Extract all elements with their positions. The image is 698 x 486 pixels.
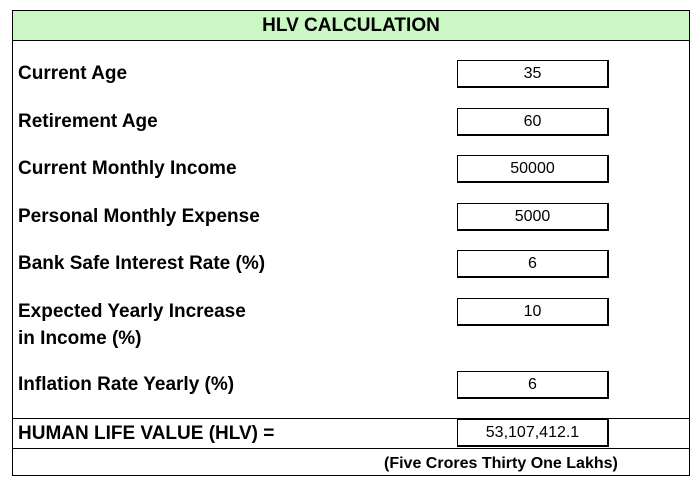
result-top-divider <box>13 418 689 419</box>
bank-interest-rate-field[interactable]: 6 <box>457 250 609 278</box>
retirement-age-field[interactable]: 60 <box>457 108 609 136</box>
retirement-age-label: Retirement Age <box>18 111 158 132</box>
personal-monthly-expense-label: Personal Monthly Expense <box>18 206 260 227</box>
yearly-income-increase-field[interactable]: 10 <box>457 298 609 326</box>
yearly-income-increase-label-line1: Expected Yearly Increase <box>18 301 246 322</box>
hlv-in-words: (Five Crores Thirty One Lakhs) <box>384 455 618 472</box>
result-bottom-divider <box>13 448 689 449</box>
personal-monthly-expense-field[interactable]: 5000 <box>457 203 609 231</box>
panel-title: HLV CALCULATION <box>13 11 689 41</box>
hlv-calculator-panel: HLV CALCULATION Current Age 35 Retiremen… <box>12 10 690 476</box>
current-age-label: Current Age <box>18 63 128 84</box>
yearly-income-increase-label-line2: in Income (%) <box>18 328 142 349</box>
hlv-result-value: 53,107,412.1 <box>457 419 609 447</box>
current-age-field[interactable]: 35 <box>457 60 609 88</box>
inflation-rate-field[interactable]: 6 <box>457 371 609 399</box>
current-monthly-income-label: Current Monthly Income <box>18 158 237 179</box>
current-monthly-income-field[interactable]: 50000 <box>457 155 609 183</box>
hlv-result-label: HUMAN LIFE VALUE (HLV) = <box>18 423 275 444</box>
inflation-rate-label: Inflation Rate Yearly (%) <box>18 374 235 395</box>
bank-interest-rate-label: Bank Safe Interest Rate (%) <box>18 253 266 274</box>
